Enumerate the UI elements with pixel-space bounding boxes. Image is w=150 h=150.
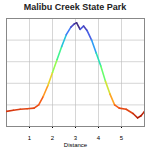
- svg-text:3: 3: [74, 135, 78, 141]
- svg-text:4: 4: [97, 135, 101, 141]
- svg-text:5: 5: [120, 135, 124, 141]
- svg-text:1: 1: [28, 135, 32, 141]
- svg-text:2: 2: [51, 135, 55, 141]
- html-text:Malibu Creek State Park: Malibu Creek State Park: [23, 2, 127, 12]
- svg-text:Distance: Distance: [64, 142, 88, 148]
